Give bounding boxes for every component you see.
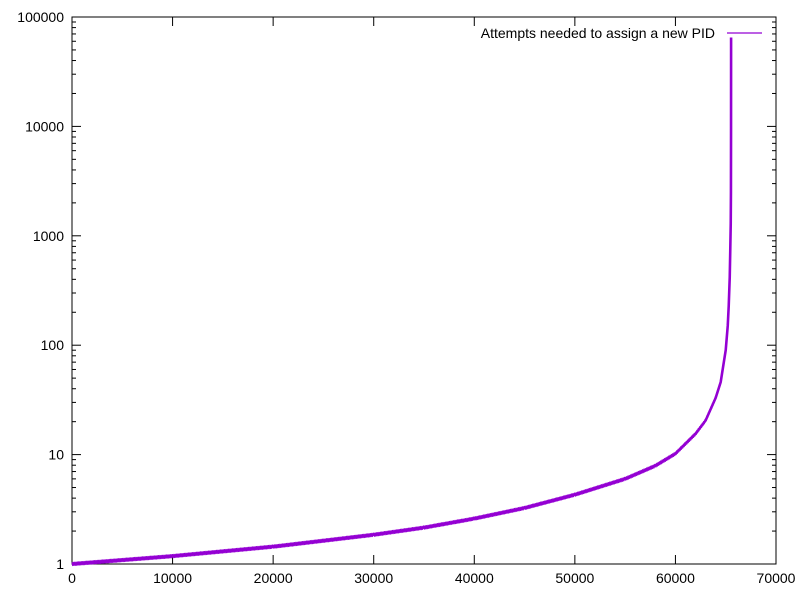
- y-tick-label: 10: [48, 447, 64, 463]
- x-tick-label: 30000: [354, 570, 393, 586]
- series-line-noise: [71, 83, 732, 567]
- y-tick-label: 100000: [17, 9, 64, 25]
- y-tick-label: 1: [56, 556, 64, 572]
- legend-label: Attempts needed to assign a new PID: [481, 25, 715, 41]
- x-axis: 0 10000 20000 30000 40000 50000 60000 70000: [68, 17, 796, 586]
- plot-area: 0 10000 20000 30000 40000 50000 60000 70000 1 10…: [17, 9, 795, 586]
- series-layer: [71, 37, 733, 567]
- x-tick-label: 0: [68, 570, 76, 586]
- y-tick-label: 10000: [25, 118, 64, 134]
- series-line: [71, 37, 733, 566]
- legend: Attempts needed to assign a new PID: [481, 25, 762, 41]
- y-axis: 1 10 100 1000 10000 100000: [17, 9, 776, 572]
- x-tick-label: 70000: [757, 570, 796, 586]
- y-tick-label: 1000: [33, 228, 64, 244]
- x-tick-label: 20000: [254, 570, 293, 586]
- y-tick-label: 100: [41, 337, 65, 353]
- plot-frame: [71, 16, 777, 565]
- x-tick-label: 50000: [555, 570, 594, 586]
- x-tick-label: 40000: [455, 570, 494, 586]
- x-tick-label: 10000: [153, 570, 192, 586]
- x-tick-label: 60000: [656, 570, 695, 586]
